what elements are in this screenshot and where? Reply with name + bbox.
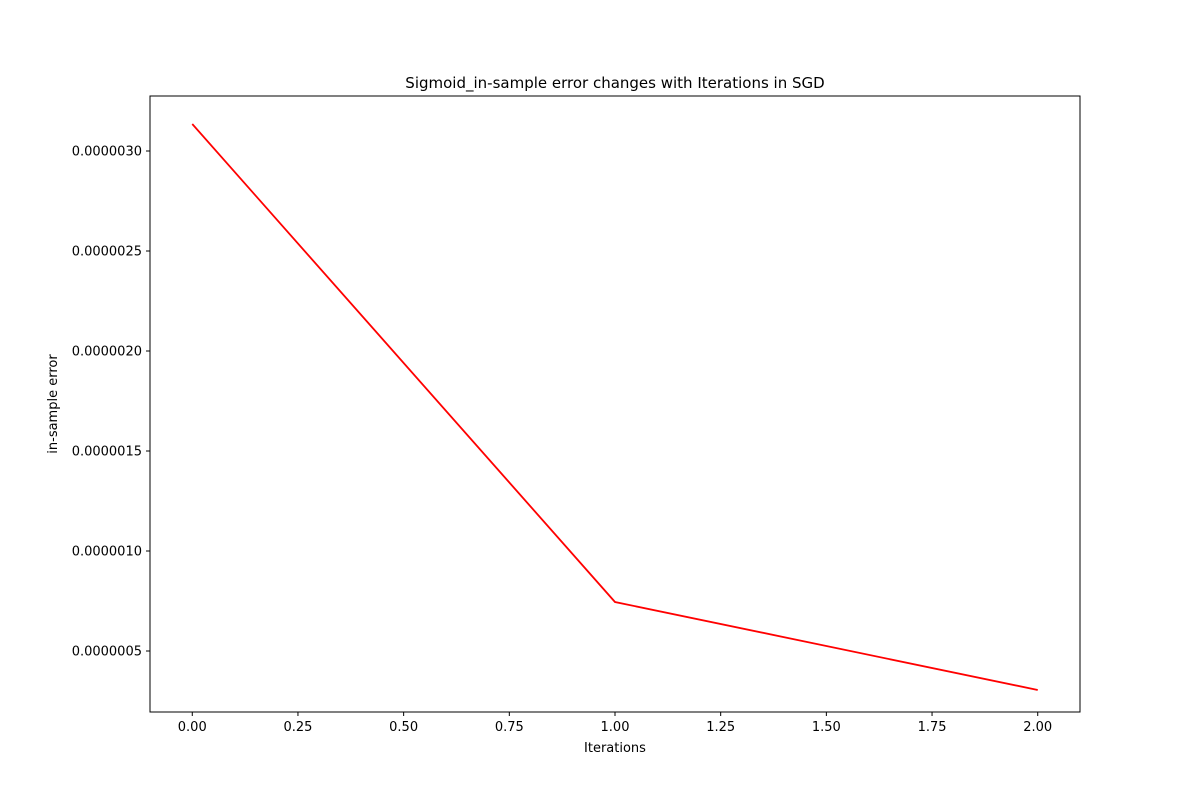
y-tick-label: 0.0000020 [72,345,142,360]
plot-area [191,123,1038,691]
y-tick-label: 0.0000030 [72,145,142,160]
x-tick-label: 2.00 [1023,720,1052,735]
chart-title: Sigmoid_in-sample error changes with Ite… [405,74,824,93]
y-tick-label: 0.0000025 [72,245,142,260]
x-tick-label: 0.25 [283,720,312,735]
x-axis-label: Iterations [584,741,646,756]
x-tick-label: 0.75 [495,720,524,735]
y-axis: 0.0000005 0.0000010 0.0000015 0.0000020 0.00… [72,145,150,660]
y-axis-label: in-sample error [46,354,61,454]
y-tick-label: 0.0000015 [72,445,142,460]
x-tick-label: 0.00 [178,720,207,735]
y-tick-label: 0.0000005 [72,645,142,660]
x-tick-label: 1.75 [918,720,947,735]
x-tick-label: 0.50 [389,720,418,735]
x-axis: 0.00 0.25 0.50 0.75 1.00 1.25 1.50 1.75 2.00 [178,712,1052,735]
x-tick-label: 1.25 [706,720,735,735]
series-line [191,123,1038,691]
x-tick-label: 1.50 [812,720,841,735]
y-tick-label: 0.0000010 [72,545,142,560]
x-tick-label: 1.00 [601,720,630,735]
